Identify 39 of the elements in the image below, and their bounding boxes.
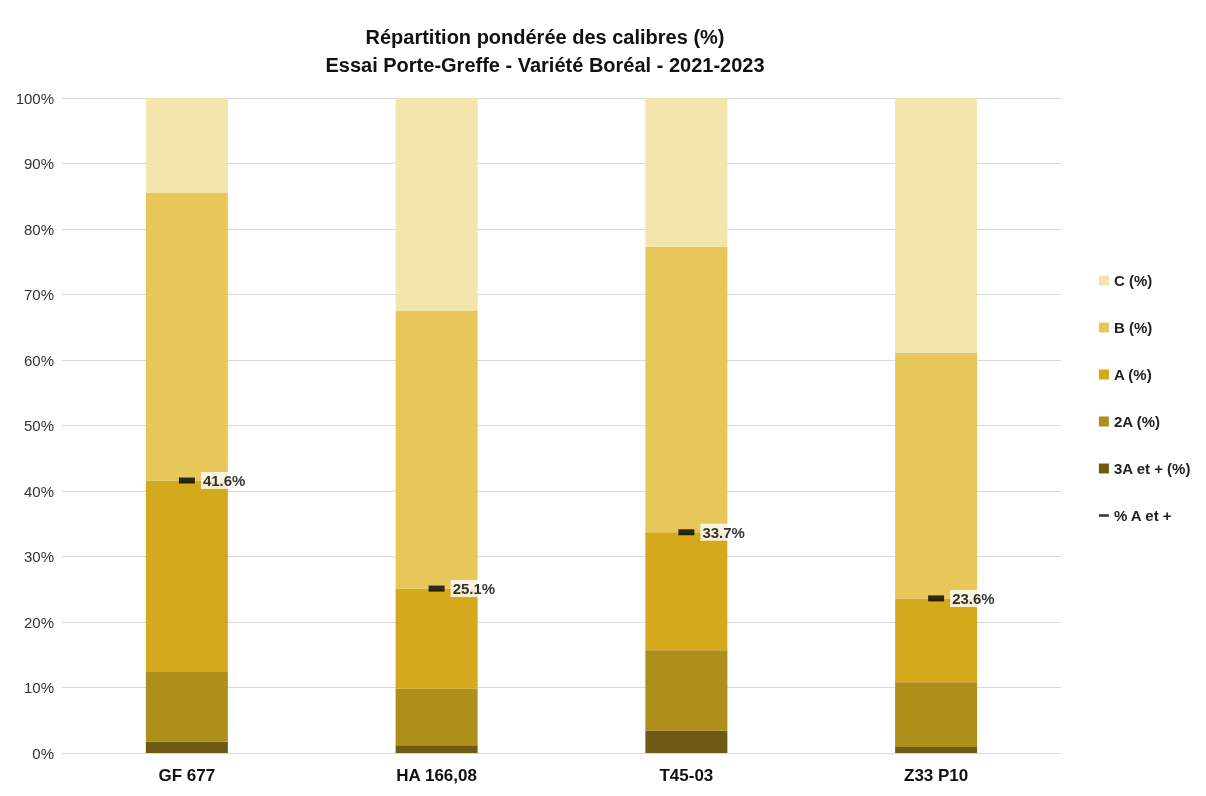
data-label: 25.1%: [452, 580, 496, 598]
legend-label: % A et +: [1113, 507, 1172, 524]
bar: [895, 747, 978, 753]
data-label: 23.6%: [952, 589, 995, 607]
bar: [145, 98, 228, 193]
y-tick-label: 100%: [15, 89, 54, 107]
y-tick-label: 90%: [23, 155, 54, 172]
x-tick-label: GF 677: [158, 766, 216, 785]
y-tick-label: 70%: [23, 286, 54, 303]
bar: [645, 650, 728, 731]
bar: [395, 745, 478, 753]
x-tick-label: T45-03: [659, 766, 714, 785]
bar: [145, 741, 228, 753]
bar: [895, 682, 978, 748]
legend-label: A (%): [1113, 366, 1152, 383]
y-tick-label: 60%: [23, 351, 54, 369]
bar: [145, 671, 228, 742]
x-tick-label: Z33 P10: [903, 766, 969, 785]
legend-label: 3A et + (%): [1113, 460, 1191, 477]
legend-label: C (%): [1113, 272, 1153, 289]
legend-label: 2A (%): [1113, 413, 1161, 430]
chart-subtitle: Essai Porte-Greffe - Variété Boréal - 2021-2023: [325, 54, 765, 76]
legend-label: B (%): [1113, 319, 1153, 336]
y-tick-label: 30%: [23, 548, 54, 565]
y-tick-label: 80%: [23, 220, 54, 238]
bar: [395, 688, 478, 746]
y-tick-label: 0%: [32, 744, 54, 762]
bar: [895, 98, 978, 353]
y-tick-label: 10%: [23, 679, 54, 696]
bar: [645, 98, 728, 247]
chart-title: Répartition pondérée des calibres (%): [365, 26, 725, 48]
y-tick-label: 20%: [23, 613, 54, 631]
y-tick-label: 40%: [23, 482, 54, 500]
data-label: 33.7%: [702, 523, 745, 541]
y-tick-label: 50%: [23, 417, 54, 434]
bar: [395, 98, 478, 311]
bar: [645, 730, 728, 753]
x-tick-label: HA 166,08: [396, 766, 477, 785]
data-label: 41.6%: [202, 472, 246, 490]
